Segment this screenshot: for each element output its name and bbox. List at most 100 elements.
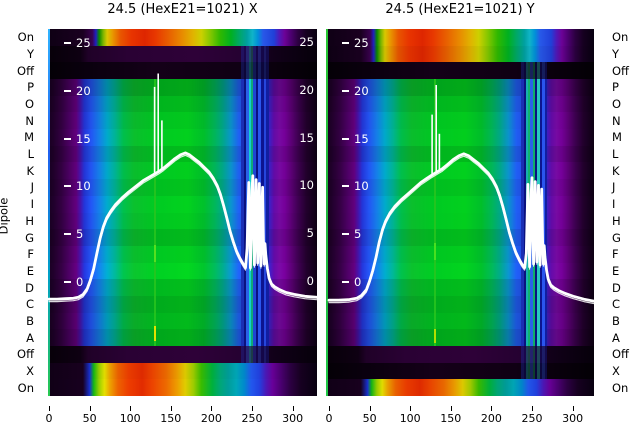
stripe-line <box>535 345 537 380</box>
row-label: O <box>612 97 622 112</box>
tick-dash <box>342 41 349 44</box>
tick-value: 25 <box>354 35 369 50</box>
heatmap-row <box>326 362 594 380</box>
x-tick <box>49 406 50 411</box>
heatmap-row <box>48 29 317 47</box>
stripe-line <box>241 345 244 363</box>
stripe-line <box>266 79 269 346</box>
row-label: X <box>26 363 34 378</box>
panel-title-left: 24.5 (HexE21=1021) X <box>107 2 258 17</box>
y-tick-label-right: 15 <box>299 130 314 145</box>
stripe-line <box>542 79 545 346</box>
row-label: X <box>612 363 620 378</box>
heatmap-row <box>48 345 317 364</box>
tick-value: 0 <box>354 275 362 289</box>
x-tick-label: 200 <box>480 412 502 425</box>
row-label: Off <box>612 347 629 362</box>
stripe-band <box>48 345 317 363</box>
stripe-line <box>540 345 542 380</box>
y-tick-label: 15 <box>64 131 91 147</box>
row-label: Off <box>17 347 34 362</box>
tick-dash <box>64 41 71 44</box>
green-vline <box>433 79 436 346</box>
row-label: N <box>612 113 621 128</box>
heatmap-panel-x: 25 25 20 20 15 15 10 10 5 5 0 0 <box>48 29 317 396</box>
row-label: G <box>25 230 34 245</box>
tick-value: 15 <box>354 131 369 146</box>
stripe-line <box>261 45 264 80</box>
stripe-line <box>253 345 256 363</box>
stripe-line <box>533 62 535 80</box>
row-label: E <box>612 263 620 278</box>
stripe-line <box>530 62 533 80</box>
stripe-line <box>256 345 258 363</box>
x-tick <box>369 406 371 411</box>
stripe-line <box>251 45 253 80</box>
row-labels-left: On Y Off P O N M L K J I H G F E D C B A Off X On <box>0 0 34 440</box>
tick-dash <box>342 89 349 92</box>
row-label: K <box>612 163 620 178</box>
row-label: H <box>612 213 621 228</box>
stripe-line <box>535 62 537 80</box>
x-tick-label: 150 <box>440 412 462 425</box>
tick-dash <box>342 281 349 283</box>
stripe-line <box>266 45 269 80</box>
stripe-line <box>246 345 249 363</box>
heatmap-row <box>48 45 317 63</box>
x-tick-label: 200 <box>200 412 222 425</box>
y-tick-label: 25 <box>342 35 369 51</box>
stripe-line <box>253 45 256 80</box>
row-label: On <box>612 30 629 45</box>
tick-value: 15 <box>76 131 91 146</box>
row-label: Y <box>612 47 620 62</box>
stripe-line <box>524 345 526 380</box>
heatmap-row <box>326 45 594 63</box>
stripe-band <box>326 345 594 380</box>
row-label: F <box>612 247 619 262</box>
stripe-line <box>542 62 545 80</box>
y-tick-label: 15 <box>342 131 369 147</box>
tick-dash <box>64 89 71 92</box>
row-label: G <box>612 230 621 245</box>
x-tick <box>532 406 533 411</box>
row-label: P <box>612 80 619 95</box>
y-tick-label: 10 <box>342 178 369 194</box>
stripe-line <box>524 62 526 80</box>
stripe-line <box>261 345 264 363</box>
x-tick <box>491 406 493 411</box>
row-label: A <box>26 330 34 345</box>
x-tick-label: 300 <box>562 412 584 425</box>
tick-value: 0 <box>76 275 84 289</box>
x-tick <box>89 406 91 411</box>
tick-value: 25 <box>76 35 91 50</box>
x-tick-label: 150 <box>160 412 182 425</box>
row-label: D <box>612 280 621 295</box>
panel-title-right: 24.5 (HexE21=1021) Y <box>385 2 535 17</box>
stripe-line <box>244 45 246 80</box>
stripe-line <box>545 79 547 346</box>
y-tick-label-right: 0 <box>306 274 314 288</box>
x-tick <box>130 406 132 411</box>
row-label: M <box>612 130 622 145</box>
tick-dash <box>64 281 71 283</box>
row-label: On <box>612 380 629 395</box>
y-tick-label: 5 <box>64 226 83 242</box>
tick-value: 20 <box>354 83 369 98</box>
stripe-line <box>249 45 251 80</box>
stripe-line <box>249 345 251 363</box>
stripe-line <box>241 79 244 346</box>
row-label: I <box>612 197 616 212</box>
vline-bright-segment <box>153 245 156 262</box>
stripe-line <box>264 45 266 80</box>
row-label: N <box>25 113 34 128</box>
x-tick-label: 250 <box>521 412 543 425</box>
tick-dash <box>342 185 349 188</box>
heatmap-row <box>326 345 594 364</box>
x-tick <box>292 406 294 411</box>
stripe-line <box>528 62 530 80</box>
heatmap-row <box>326 62 594 80</box>
y-tick-label: 0 <box>342 274 361 290</box>
x-tick-label: 250 <box>241 412 263 425</box>
heatmap-row <box>326 379 594 396</box>
row-labels-right: On Y Off P O N M L K J I H G F E D C B A Off X On <box>612 0 640 440</box>
